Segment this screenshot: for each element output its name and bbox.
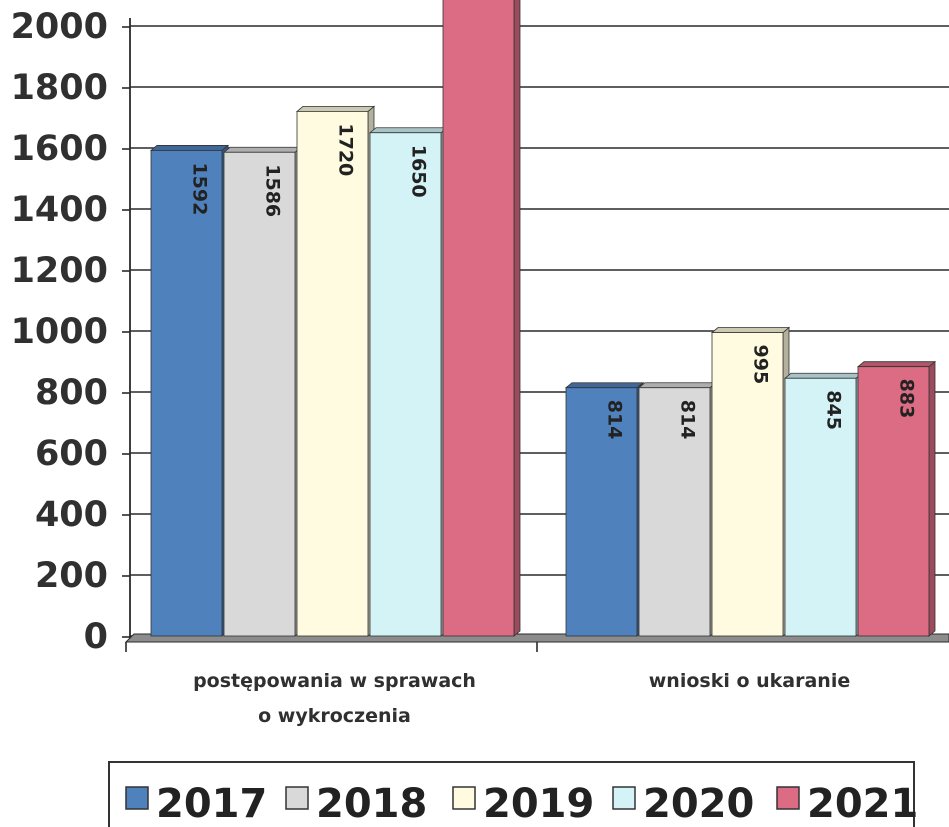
bar-front <box>784 377 857 637</box>
bar-2021-1 <box>856 360 937 637</box>
data-label: 883 <box>896 379 918 419</box>
data-label: 845 <box>823 390 845 430</box>
ytick-label: 1800 <box>11 68 108 108</box>
legend-label-2017: 2017 <box>156 781 267 827</box>
bars <box>149 0 937 637</box>
data-label: 1586 <box>262 164 284 217</box>
bar-2017-0 <box>149 144 230 637</box>
bar-top <box>783 372 864 379</box>
legend-swatch-2020 <box>612 786 636 810</box>
bar-side <box>513 0 521 637</box>
bar-front <box>711 332 784 637</box>
ytick-label: 1000 <box>11 312 108 352</box>
data-label: 1650 <box>408 145 430 198</box>
ytick-label: 800 <box>35 373 108 413</box>
bar-side <box>928 360 936 637</box>
ytick-label: 2000 <box>11 7 108 47</box>
ytick-label: 1400 <box>11 190 108 230</box>
data-label: 1592 <box>189 162 211 215</box>
legend-label-2021: 2021 <box>807 781 918 827</box>
category-label: postępowania w sprawach <box>193 670 476 692</box>
data-labels: 15921586172016502322814814995845883 <box>189 123 918 440</box>
bar-front <box>296 111 369 637</box>
bar-top <box>710 327 791 333</box>
data-label: 1720 <box>335 123 357 176</box>
legend-label-2018: 2018 <box>316 781 427 827</box>
bar-front <box>150 150 223 637</box>
bar-front <box>369 132 442 637</box>
ytick-label: 0 <box>84 617 108 657</box>
data-label: 995 <box>750 345 772 385</box>
legend-swatch-2018 <box>285 786 309 810</box>
bar-front <box>223 151 296 637</box>
bar-top <box>222 146 303 153</box>
legend-swatch-2019 <box>452 786 476 810</box>
ytick-label: 200 <box>35 556 108 596</box>
bar-2020-0 <box>368 126 449 637</box>
ytick-label: 1200 <box>11 251 108 291</box>
category-label: o wykroczenia <box>258 705 411 727</box>
legend-label-2019: 2019 <box>483 781 594 827</box>
bar-2019-0 <box>295 105 376 637</box>
bar-2018-0 <box>222 146 303 637</box>
bar-front <box>565 387 638 637</box>
category-label: wnioski o ukaranie <box>649 670 851 692</box>
bar-top <box>637 382 718 389</box>
bar-top <box>149 145 230 151</box>
data-label: 814 <box>604 400 626 440</box>
bar-top <box>856 361 937 368</box>
data-label: 814 <box>677 400 699 440</box>
bar-2021-0 <box>442 0 521 637</box>
bar-front <box>638 387 711 637</box>
legend-label-2020: 2020 <box>643 781 754 827</box>
bar-front <box>857 366 930 637</box>
bar-top <box>295 106 376 112</box>
ytick-label: 400 <box>35 495 108 535</box>
ytick-label: 600 <box>35 434 108 474</box>
bar-top <box>368 127 449 134</box>
bar-top <box>564 382 645 389</box>
ytick-label: 1600 <box>11 129 108 169</box>
legend-swatch-2017 <box>125 786 149 810</box>
legend: 2017 2018 2019 2020 2021 <box>108 761 918 827</box>
bar-front <box>442 0 515 637</box>
legend-swatch-2021 <box>776 786 800 810</box>
axes: 0 200 400 600 800 1000 1200 1400 1600 1800 2000 pos… <box>11 7 949 727</box>
